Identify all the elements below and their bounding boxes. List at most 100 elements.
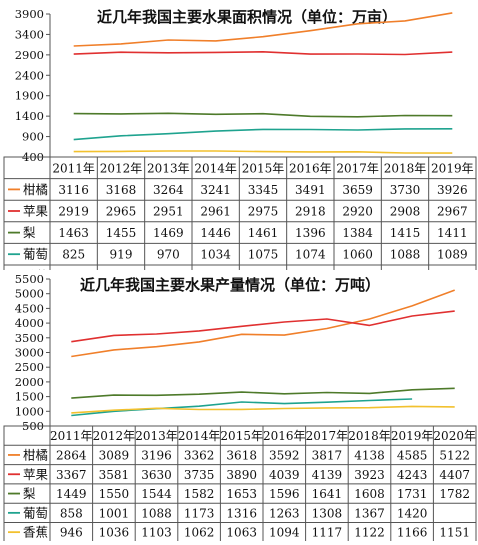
data-label: 1088 bbox=[390, 248, 421, 262]
data-label: 1075 bbox=[248, 248, 279, 262]
series-line-pear bbox=[73, 112, 453, 118]
x-tick-label: 2017年 bbox=[336, 161, 379, 175]
x-tick-label: 2013年 bbox=[147, 161, 190, 175]
data-label: 1608 bbox=[354, 487, 385, 501]
data-label: 2918 bbox=[295, 205, 326, 219]
data-label: 1316 bbox=[226, 506, 257, 520]
chart-title: 近几年我国主要水果面积情况（单位：万亩） bbox=[97, 8, 397, 26]
data-label: 5122 bbox=[439, 448, 470, 462]
data-label: 1074 bbox=[295, 248, 326, 262]
legend-label-grape: 葡萄 bbox=[23, 505, 48, 520]
data-label: 2864 bbox=[56, 448, 87, 462]
production-chart-panel: 近几年我国主要水果产量情况（单位：万吨） 500 1000 1500 2000 2500 3… bbox=[0, 272, 478, 543]
data-label: 533 bbox=[252, 269, 275, 270]
data-label: 495 bbox=[441, 269, 464, 270]
data-label: 2967 bbox=[437, 205, 468, 219]
y-tick-label: 3900 bbox=[15, 7, 44, 21]
data-label: 1062 bbox=[184, 526, 215, 540]
data-label: 1089 bbox=[437, 248, 468, 262]
y-tick-label: 5500 bbox=[15, 272, 44, 286]
data-label: 4039 bbox=[269, 468, 300, 482]
data-label: 1036 bbox=[99, 526, 130, 540]
data-label: 1166 bbox=[397, 526, 428, 540]
data-label: 1641 bbox=[312, 487, 343, 501]
data-label: 3890 bbox=[226, 468, 257, 482]
x-tick-label: 2015年 bbox=[220, 429, 263, 443]
data-label: 3491 bbox=[295, 183, 326, 197]
x-tick-label: 2020年 bbox=[433, 429, 476, 443]
data-label: 1731 bbox=[397, 487, 428, 501]
data-label: 946 bbox=[60, 526, 83, 540]
data-label: 1263 bbox=[269, 506, 300, 520]
data-label: 1550 bbox=[99, 487, 130, 501]
data-label: 3196 bbox=[141, 448, 172, 462]
legend-label-apple: 苹果 bbox=[23, 467, 49, 482]
data-label: 3168 bbox=[106, 183, 137, 197]
data-label: 3581 bbox=[99, 468, 130, 482]
data-label: 1367 bbox=[354, 506, 385, 520]
legend-label-grape: 葡萄 bbox=[23, 247, 48, 262]
legend-label-citrus: 柑橘 bbox=[23, 182, 48, 197]
data-label: 4139 bbox=[312, 468, 343, 482]
y-tick-label: 1400 bbox=[15, 109, 44, 123]
y-tick-label: 900 bbox=[22, 130, 44, 144]
data-label: 3592 bbox=[269, 448, 300, 462]
data-label: 4138 bbox=[354, 448, 385, 462]
data-label: 2965 bbox=[106, 205, 137, 219]
data-label: 1463 bbox=[58, 226, 89, 240]
x-tick-label: 2016年 bbox=[263, 429, 306, 443]
x-tick-label: 2011年 bbox=[50, 429, 93, 443]
x-tick-label: 2018年 bbox=[384, 161, 427, 175]
y-tick-label: 3400 bbox=[15, 27, 44, 41]
data-label: 1420 bbox=[397, 506, 428, 520]
data-label: 1544 bbox=[141, 487, 172, 501]
data-label: 548 bbox=[204, 269, 227, 270]
data-label: 1173 bbox=[184, 506, 215, 520]
data-label: 3630 bbox=[141, 468, 172, 482]
data-label: 858 bbox=[60, 506, 83, 520]
data-label: 3241 bbox=[200, 183, 231, 197]
data-label: 1396 bbox=[295, 226, 326, 240]
data-label: 3817 bbox=[312, 448, 343, 462]
x-tick-label: 2017年 bbox=[306, 429, 349, 443]
y-tick-label: 2000 bbox=[15, 375, 44, 389]
x-tick-label: 2015年 bbox=[242, 161, 285, 175]
y-tick-label: 3000 bbox=[15, 346, 44, 360]
data-label: 1060 bbox=[342, 248, 373, 262]
series-line-grape bbox=[71, 398, 413, 417]
data-label: 919 bbox=[110, 248, 133, 262]
data-label: 1411 bbox=[437, 226, 468, 240]
series-line-grape bbox=[73, 128, 453, 141]
legend-label-banana: 香蕉 bbox=[23, 268, 48, 270]
data-label: 3730 bbox=[390, 183, 421, 197]
data-label: 1461 bbox=[248, 226, 279, 240]
y-tick-label: 2900 bbox=[15, 48, 44, 62]
legend-label-banana: 香蕉 bbox=[23, 525, 48, 540]
data-label: 1034 bbox=[200, 248, 231, 262]
x-tick-label: 2019年 bbox=[391, 429, 434, 443]
data-label: 3735 bbox=[184, 468, 215, 482]
data-label: 1782 bbox=[439, 487, 470, 501]
y-tick-label: 1500 bbox=[15, 390, 44, 404]
data-label: 2975 bbox=[248, 205, 279, 219]
y-tick-label: 2500 bbox=[15, 360, 44, 374]
data-label: 1446 bbox=[200, 226, 231, 240]
data-label: 4243 bbox=[397, 468, 428, 482]
legend-label-apple: 苹果 bbox=[23, 204, 49, 219]
data-label: 2908 bbox=[390, 205, 421, 219]
data-label: 2920 bbox=[342, 205, 373, 219]
x-tick-label: 2011年 bbox=[52, 161, 95, 175]
data-label: 3362 bbox=[184, 448, 215, 462]
legend-label-citrus: 柑橘 bbox=[23, 447, 48, 462]
production-chart: 近几年我国主要水果产量情况（单位：万吨）50010001500200025003… bbox=[3, 272, 477, 543]
x-tick-label: 2019年 bbox=[431, 161, 474, 175]
data-label: 3659 bbox=[342, 183, 373, 197]
data-label: 3923 bbox=[354, 468, 385, 482]
data-label: 3089 bbox=[99, 448, 130, 462]
data-label: 547 bbox=[157, 269, 180, 270]
y-tick-label: 5000 bbox=[15, 287, 44, 301]
data-label: 1384 bbox=[342, 226, 373, 240]
data-label: 1103 bbox=[141, 526, 172, 540]
data-label: 3367 bbox=[56, 468, 87, 482]
series-line-citrus bbox=[73, 12, 453, 47]
